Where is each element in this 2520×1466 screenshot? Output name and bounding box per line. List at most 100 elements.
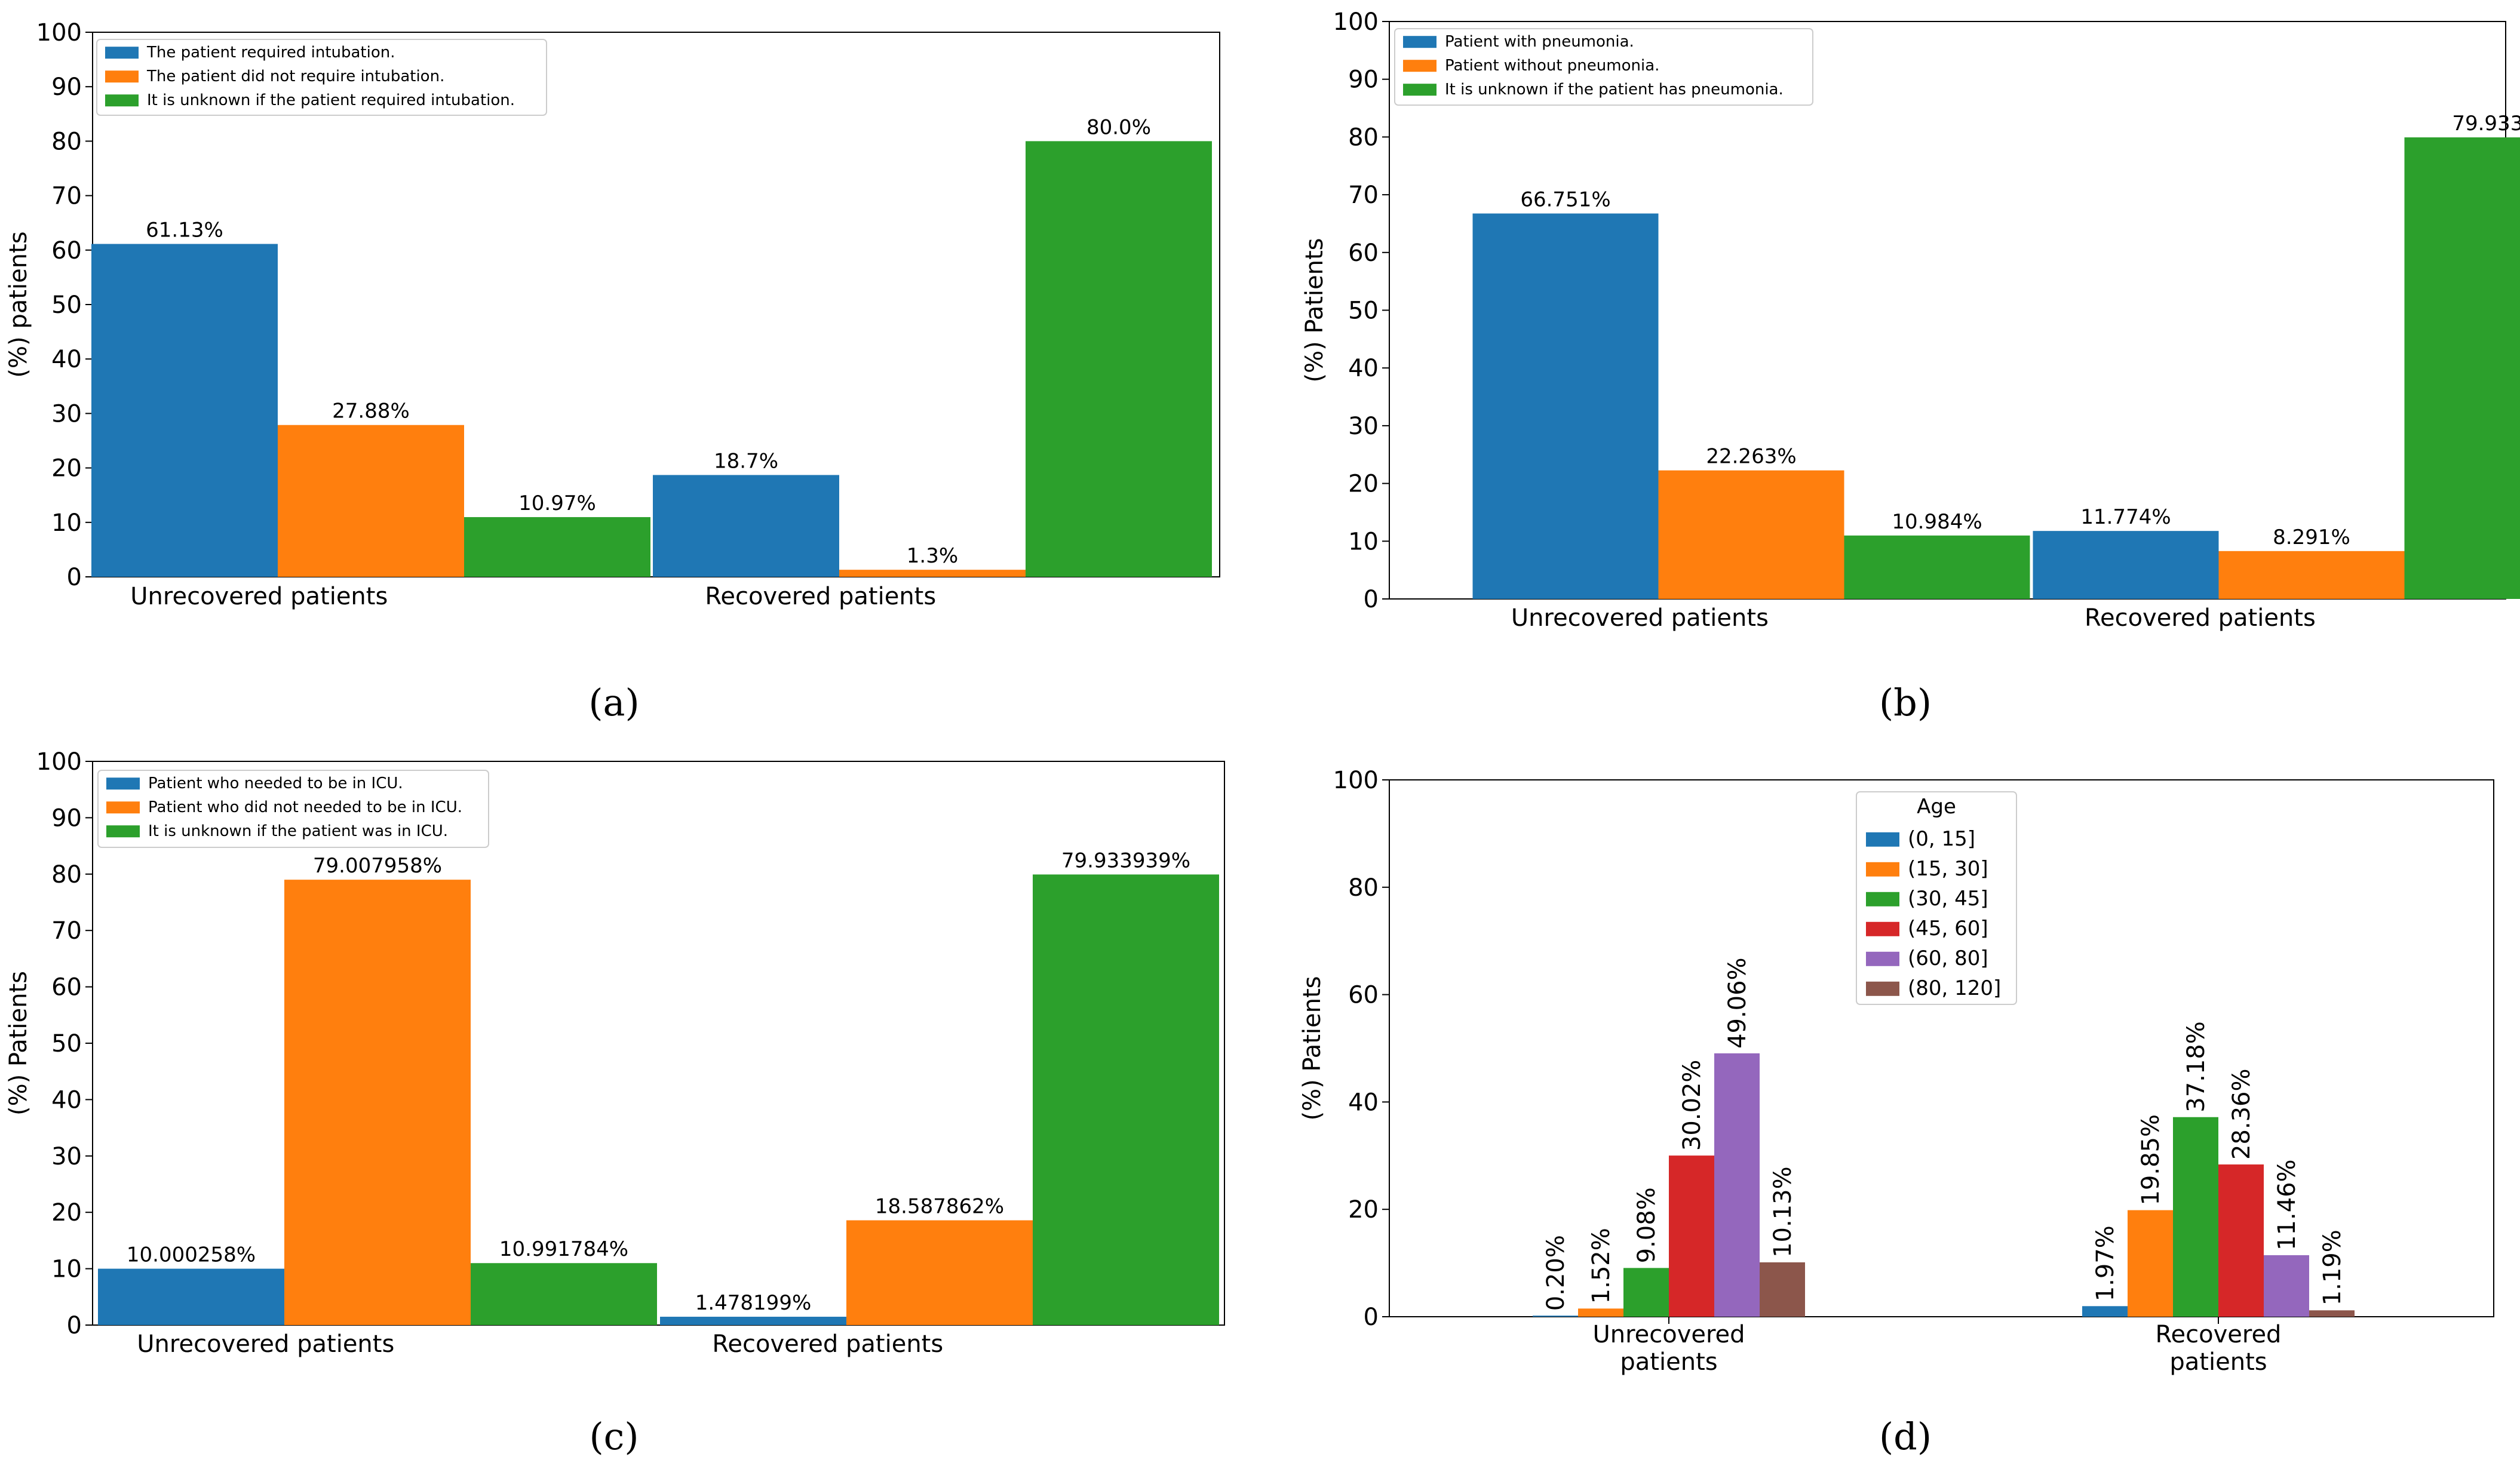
y-tick-label: 100 bbox=[36, 748, 82, 776]
legend-swatch bbox=[106, 801, 140, 814]
bar-a-s0-g0 bbox=[91, 244, 278, 577]
x-category-label: Unrecovered patients bbox=[130, 583, 388, 610]
bar-c-s1-g0 bbox=[284, 880, 471, 1325]
y-tick-label: 60 bbox=[1348, 982, 1379, 1009]
bar-value-label: 19.85% bbox=[2137, 1114, 2165, 1206]
y-tick-label: 70 bbox=[51, 917, 82, 945]
y-tick-label: 90 bbox=[51, 804, 82, 832]
legend-entry: Patient with pneumonia. bbox=[1445, 33, 1634, 51]
bar-d-s2-g1 bbox=[2173, 1117, 2218, 1317]
y-tick-label: 10 bbox=[51, 509, 82, 537]
bar-value-label: 1.3% bbox=[907, 544, 958, 568]
legend-swatch bbox=[105, 47, 139, 59]
bar-value-label: 61.13% bbox=[146, 218, 223, 242]
y-tick-label: 80 bbox=[51, 128, 82, 155]
bar-value-label: 10.13% bbox=[1769, 1166, 1797, 1258]
panel-caption: (c) bbox=[589, 1415, 639, 1458]
bar-c-s2-g1 bbox=[1033, 874, 1219, 1325]
bar-value-label: 10.984% bbox=[1892, 510, 1982, 534]
bar-value-label: 1.97% bbox=[2092, 1225, 2119, 1301]
x-category-label: Unrecovered patients bbox=[137, 1330, 394, 1358]
y-tick-label: 20 bbox=[51, 1199, 82, 1227]
bar-value-label: 1.478199% bbox=[695, 1291, 812, 1315]
legend-entry: The patient did not require intubation. bbox=[146, 67, 444, 85]
legend-entry: Patient who needed to be in ICU. bbox=[148, 775, 403, 792]
legend-title: Age bbox=[1917, 795, 1956, 819]
y-tick-label: 10 bbox=[1348, 528, 1379, 555]
x-category-label-line: patients bbox=[2169, 1348, 2267, 1376]
legend-swatch bbox=[1866, 892, 1899, 906]
x-category-label-line: patients bbox=[1620, 1348, 1717, 1376]
axes-frame bbox=[1389, 779, 2494, 1317]
legend-entry: It is unknown if the patient was in ICU. bbox=[148, 822, 448, 840]
y-tick-label: 40 bbox=[1348, 1089, 1379, 1116]
bar-a-s1-g1 bbox=[839, 570, 1026, 577]
bar-value-label: 37.18% bbox=[2183, 1021, 2210, 1112]
y-tick-label: 90 bbox=[51, 73, 82, 101]
legend-entry: Patient who did not needed to be in ICU. bbox=[148, 798, 462, 816]
y-tick-label: 20 bbox=[51, 455, 82, 482]
panel-caption: (b) bbox=[1879, 681, 1932, 724]
bar-c-s0-g1 bbox=[660, 1317, 846, 1325]
y-tick-label: 70 bbox=[1348, 182, 1379, 209]
legend-swatch bbox=[105, 94, 139, 107]
legend-entry: Patient without pneumonia. bbox=[1445, 57, 1659, 75]
bar-value-label: 10.97% bbox=[518, 491, 596, 515]
legend-swatch bbox=[106, 825, 140, 838]
legend-entry: It is unknown if the patient required in… bbox=[147, 91, 515, 109]
bar-b-s2-g1 bbox=[2404, 137, 2520, 599]
bar-d-s3-g0 bbox=[1669, 1155, 1714, 1317]
bar-a-s2-g1 bbox=[1026, 141, 1212, 577]
x-category-label: Recovered patients bbox=[705, 583, 936, 610]
bar-value-label: 80.0% bbox=[1086, 115, 1151, 139]
legend-entry: (60, 80] bbox=[1908, 946, 1988, 970]
bar-value-label: 8.291% bbox=[2273, 525, 2350, 549]
legend-entry: (30, 45] bbox=[1908, 887, 1988, 911]
y-tick-label: 0 bbox=[1364, 1304, 1379, 1331]
bar-value-label: 1.52% bbox=[1588, 1228, 1615, 1304]
y-tick-label: 0 bbox=[1364, 586, 1379, 613]
panel-caption: (d) bbox=[1879, 1415, 1932, 1458]
y-axis-label: (%) Patients bbox=[1299, 976, 1326, 1120]
legend-swatch bbox=[1866, 921, 1899, 936]
y-tick-label: 50 bbox=[51, 1030, 82, 1058]
bar-b-s1-g0 bbox=[1658, 470, 1844, 599]
y-tick-label: 80 bbox=[1348, 874, 1379, 902]
y-tick-label: 30 bbox=[51, 400, 82, 428]
legend-swatch bbox=[1403, 60, 1437, 72]
bar-d-s3-g1 bbox=[2218, 1164, 2264, 1317]
y-tick-label: 70 bbox=[51, 183, 82, 210]
bar-b-s0-g0 bbox=[1472, 213, 1659, 599]
y-tick-label: 40 bbox=[51, 1086, 82, 1114]
bar-a-s2-g0 bbox=[464, 517, 650, 577]
bar-d-s2-g0 bbox=[1623, 1268, 1669, 1317]
bar-value-label: 11.46% bbox=[2273, 1159, 2301, 1250]
legend-entry: The patient required intubation. bbox=[146, 44, 395, 62]
y-tick-label: 80 bbox=[1348, 124, 1379, 151]
legend-entry: (0, 15] bbox=[1908, 827, 1975, 851]
y-tick-label: 80 bbox=[51, 861, 82, 889]
bar-b-s0-g1 bbox=[2033, 531, 2219, 599]
y-axis-label: (%) Patients bbox=[1301, 238, 1328, 382]
legend-swatch bbox=[1403, 36, 1437, 48]
chart-panel-a: 0 10 20 30 40 50 60 70 80 90 100 (%) patients 61.13%… bbox=[5, 19, 1220, 724]
bar-a-s0-g1 bbox=[653, 475, 839, 577]
legend: Patient who needed to be in ICU. Patient … bbox=[97, 770, 489, 848]
legend-swatch bbox=[1866, 951, 1899, 966]
chart-panel-c: 0 10 20 30 40 50 60 70 80 90 100 (%) Patients 10.000… bbox=[5, 748, 1225, 1458]
x-category-label-line: Unrecovered bbox=[1592, 1321, 1745, 1348]
legend-entry: It is unknown if the patient has pneumon… bbox=[1445, 81, 1784, 99]
bar-value-label: 49.06% bbox=[1724, 957, 1751, 1049]
y-tick-label: 90 bbox=[1348, 66, 1379, 94]
bar-value-label: 10.991784% bbox=[499, 1237, 628, 1261]
y-tick-label: 0 bbox=[67, 564, 82, 591]
bar-b-s1-g1 bbox=[2218, 551, 2405, 599]
bar-value-label: 30.02% bbox=[1678, 1060, 1706, 1151]
y-axis-label: (%) patients bbox=[5, 231, 32, 377]
bar-d-s5-g0 bbox=[1760, 1262, 1805, 1317]
y-tick-label: 100 bbox=[36, 19, 82, 47]
bar-d-s5-g1 bbox=[2309, 1310, 2355, 1317]
legend-box bbox=[97, 770, 489, 848]
x-category-label: Recovered patients bbox=[2156, 1321, 2282, 1376]
